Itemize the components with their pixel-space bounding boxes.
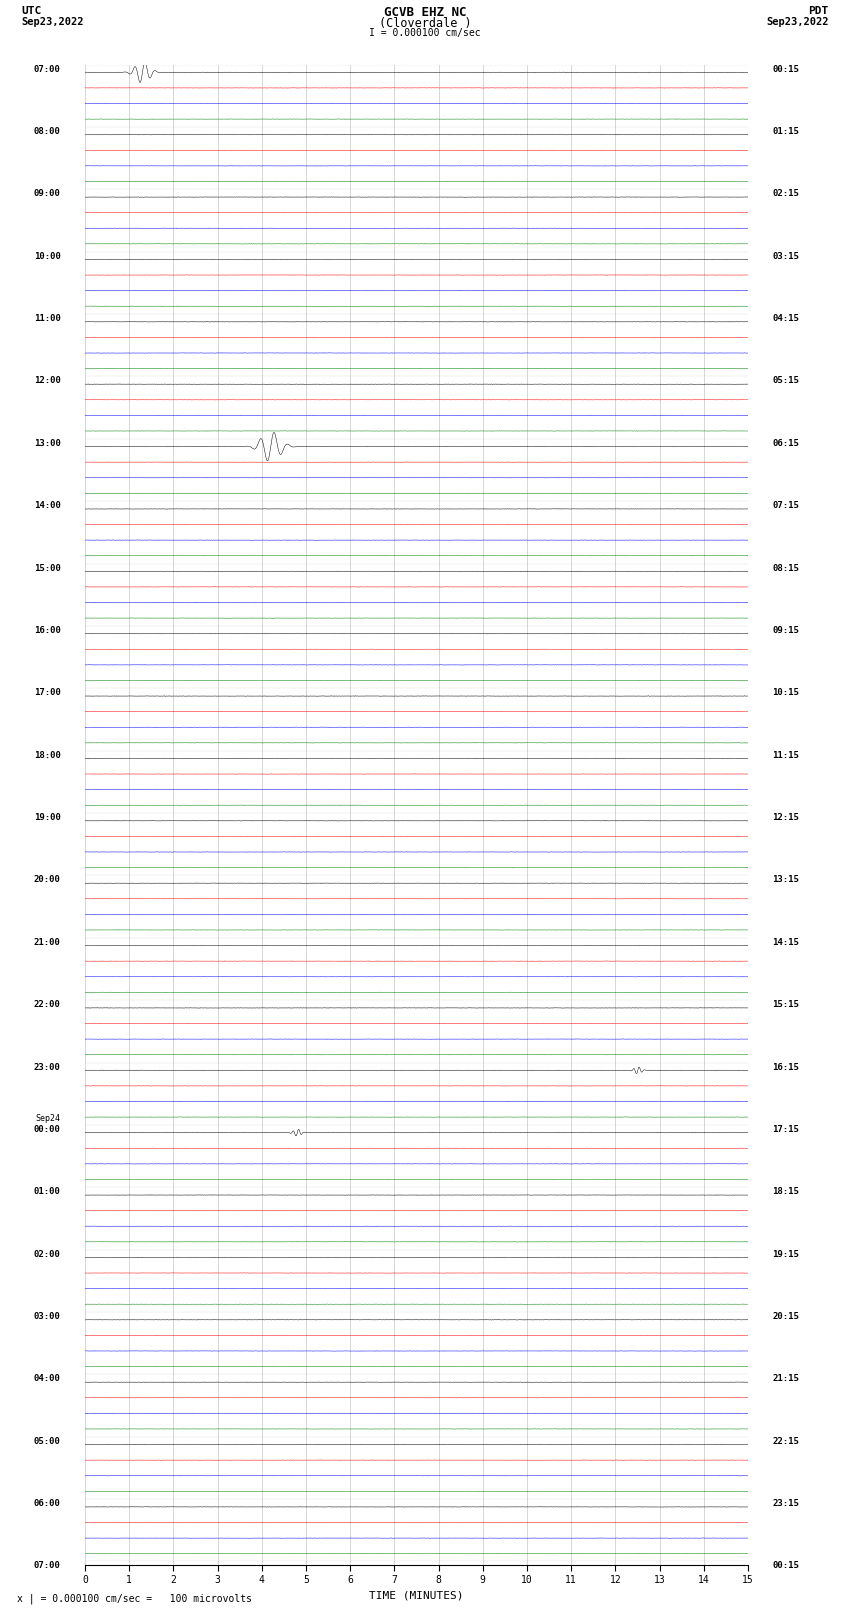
Text: 21:00: 21:00: [34, 937, 60, 947]
Text: 07:00: 07:00: [34, 65, 60, 74]
Text: 14:00: 14:00: [34, 502, 60, 510]
Text: I = 0.000100 cm/sec: I = 0.000100 cm/sec: [369, 29, 481, 39]
Text: 09:00: 09:00: [34, 189, 60, 198]
Text: 09:15: 09:15: [773, 626, 799, 636]
Text: 07:15: 07:15: [773, 502, 799, 510]
Text: 17:15: 17:15: [773, 1124, 799, 1134]
Text: 02:15: 02:15: [773, 189, 799, 198]
Text: 18:00: 18:00: [34, 750, 60, 760]
Text: 00:00: 00:00: [34, 1124, 60, 1134]
Text: 11:15: 11:15: [773, 750, 799, 760]
Text: 13:15: 13:15: [773, 876, 799, 884]
Text: Sep24: Sep24: [36, 1113, 60, 1123]
Text: 12:15: 12:15: [773, 813, 799, 823]
Text: 02:00: 02:00: [34, 1250, 60, 1258]
Text: 15:15: 15:15: [773, 1000, 799, 1010]
Text: 08:00: 08:00: [34, 127, 60, 135]
Text: 05:15: 05:15: [773, 376, 799, 386]
Text: 22:15: 22:15: [773, 1437, 799, 1445]
Text: 19:15: 19:15: [773, 1250, 799, 1258]
Text: 12:00: 12:00: [34, 376, 60, 386]
Text: 06:15: 06:15: [773, 439, 799, 448]
Text: 04:00: 04:00: [34, 1374, 60, 1384]
Text: 19:00: 19:00: [34, 813, 60, 823]
Text: Sep23,2022: Sep23,2022: [766, 18, 829, 27]
Text: 17:00: 17:00: [34, 689, 60, 697]
Text: PDT: PDT: [808, 5, 829, 16]
Text: 16:15: 16:15: [773, 1063, 799, 1071]
Text: 04:15: 04:15: [773, 315, 799, 323]
Text: 15:00: 15:00: [34, 563, 60, 573]
Text: 13:00: 13:00: [34, 439, 60, 448]
Text: 10:15: 10:15: [773, 689, 799, 697]
Text: 23:00: 23:00: [34, 1063, 60, 1071]
Text: 22:00: 22:00: [34, 1000, 60, 1010]
Text: 16:00: 16:00: [34, 626, 60, 636]
Text: 14:15: 14:15: [773, 937, 799, 947]
Text: 10:00: 10:00: [34, 252, 60, 261]
Text: 03:00: 03:00: [34, 1311, 60, 1321]
Text: (Cloverdale ): (Cloverdale ): [379, 18, 471, 31]
Text: UTC: UTC: [21, 5, 42, 16]
Text: GCVB EHZ NC: GCVB EHZ NC: [383, 5, 467, 19]
Text: 23:15: 23:15: [773, 1498, 799, 1508]
X-axis label: TIME (MINUTES): TIME (MINUTES): [369, 1590, 464, 1600]
Text: 18:15: 18:15: [773, 1187, 799, 1197]
Text: 06:00: 06:00: [34, 1498, 60, 1508]
Text: 20:15: 20:15: [773, 1311, 799, 1321]
Text: 05:00: 05:00: [34, 1437, 60, 1445]
Text: 07:00: 07:00: [34, 1561, 60, 1571]
Text: x | = 0.000100 cm/sec =   100 microvolts: x | = 0.000100 cm/sec = 100 microvolts: [17, 1594, 252, 1603]
Text: 00:15: 00:15: [773, 65, 799, 74]
Text: 01:15: 01:15: [773, 127, 799, 135]
Text: 00:15: 00:15: [773, 1561, 799, 1571]
Text: 21:15: 21:15: [773, 1374, 799, 1384]
Text: 03:15: 03:15: [773, 252, 799, 261]
Text: Sep23,2022: Sep23,2022: [21, 18, 84, 27]
Text: 01:00: 01:00: [34, 1187, 60, 1197]
Text: 20:00: 20:00: [34, 876, 60, 884]
Text: 11:00: 11:00: [34, 315, 60, 323]
Text: 08:15: 08:15: [773, 563, 799, 573]
